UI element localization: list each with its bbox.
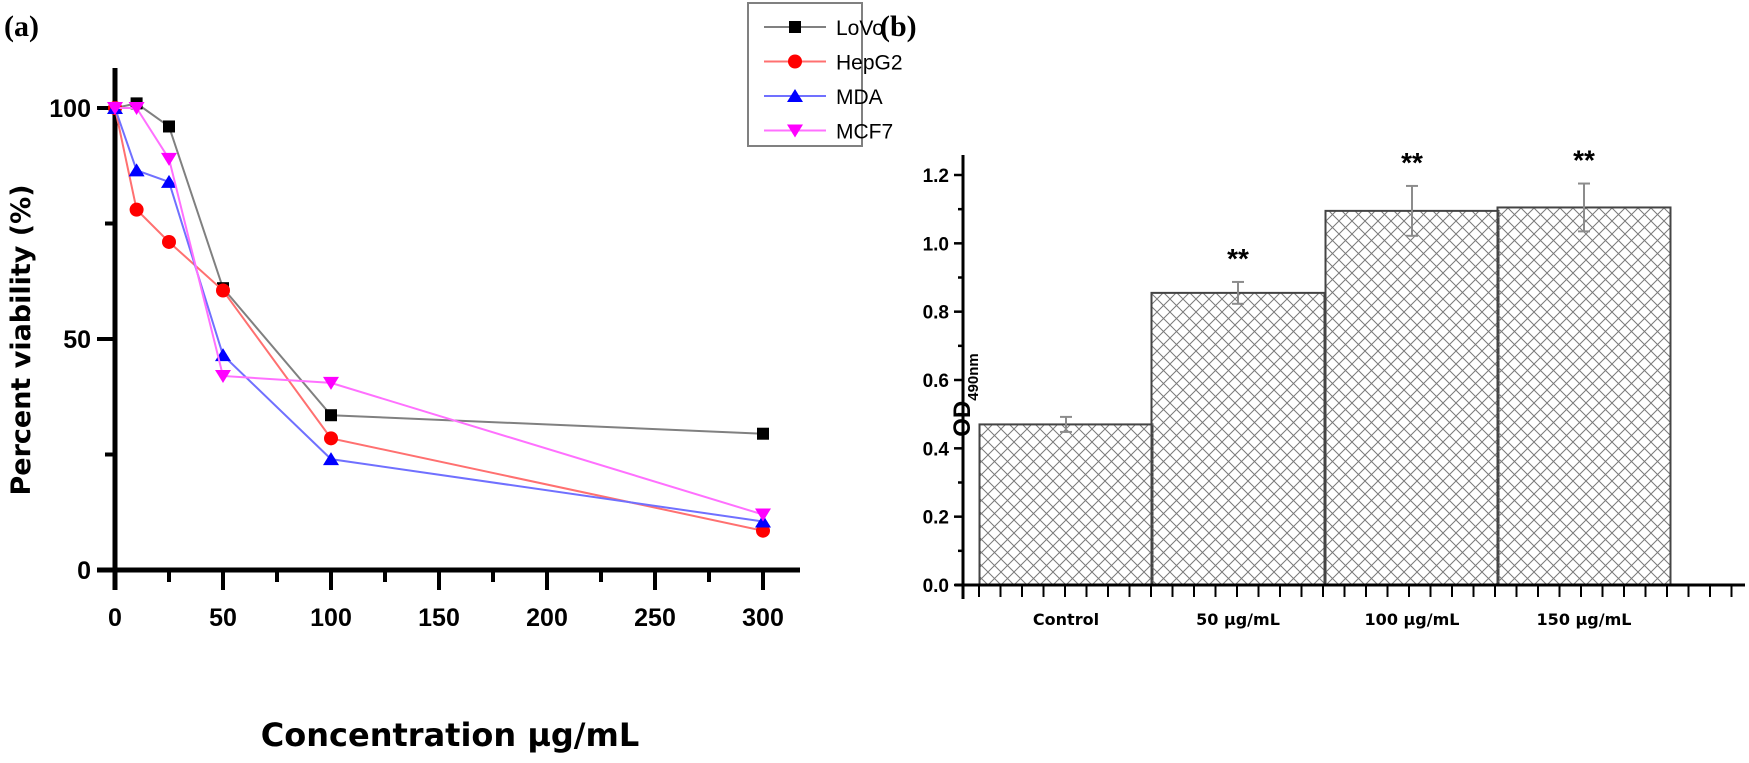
data-point-circle: [216, 283, 230, 298]
y-tick-label: 1.0: [923, 234, 949, 255]
data-point-triangle-down: [755, 508, 771, 522]
panel-a-x-tick-labels: 0 50 100 150 200 250 300: [108, 604, 784, 632]
significance-marker: **: [1573, 145, 1595, 176]
legend-label: HepG2: [836, 52, 903, 75]
data-point-circle: [324, 431, 338, 446]
panel-a-axes: [97, 68, 800, 590]
panel-a-x-axis-title: Concentration µg/mL: [261, 716, 639, 754]
data-point-square: [757, 427, 769, 440]
data-point-triangle-up: [323, 452, 339, 466]
data-point-square: [163, 120, 175, 133]
y-tick-label: 0.4: [923, 439, 950, 460]
panel-b-bar-chart: (b) ** ** ** 0.0 0.2 0.4 0.6 0.8 1.0 1.2 Control…: [880, 10, 1745, 629]
panel-b-y-tick-labels: 0.0 0.2 0.4 0.6 0.8 1.0 1.2: [923, 166, 950, 597]
series-line-mcf7: [115, 107, 764, 516]
data-point-triangle-down: [107, 102, 123, 115]
significance-marker: **: [1227, 243, 1249, 274]
panel-a-series: [107, 97, 771, 538]
data-point-circle: [129, 202, 144, 217]
x-tick-label: 100: [310, 604, 352, 632]
data-point-triangle-up: [128, 163, 145, 177]
panel-b-y-axis-title: OD490nm: [949, 353, 982, 437]
panel-a-line-chart: (a) 0 50 100 0 50 100 150 200 250 300 Percent vi…: [4, 2, 903, 754]
data-point-circle: [162, 234, 176, 249]
bar: [1324, 209, 1500, 586]
significance-marker: **: [1401, 147, 1423, 178]
x-tick-label: 200: [526, 604, 568, 632]
data-point-triangle-down: [787, 124, 803, 138]
bar-group: [978, 415, 1154, 586]
legend-item-mda: MDA: [764, 86, 883, 109]
y-tick-label: 1.2: [923, 166, 949, 187]
data-point-circle: [788, 54, 802, 69]
bar: [1496, 206, 1672, 586]
category-label: 150 µg/mL: [1537, 610, 1632, 629]
y-tick-label: 0.6: [923, 371, 949, 392]
data-point-triangle-up: [787, 89, 803, 102]
x-tick-label: 0: [108, 604, 122, 632]
x-tick-label: 250: [634, 604, 676, 632]
series-line-mda: [114, 107, 764, 523]
bar-group: **: [1324, 147, 1500, 586]
data-point-square: [789, 21, 801, 33]
series-mcf7: [107, 102, 771, 522]
series-line-lovo: [114, 102, 764, 435]
x-tick-label: 300: [742, 604, 784, 632]
y-tick-label: 50: [63, 326, 91, 354]
legend-item-hepg2: HepG2: [764, 52, 903, 75]
legend-label: MDA: [836, 86, 883, 109]
category-label: 100 µg/mL: [1365, 610, 1460, 629]
data-point-square: [325, 409, 337, 422]
category-label: Control: [1033, 610, 1099, 629]
od-subscript: 490nm: [965, 353, 982, 401]
panel-a-y-tick-labels: 0 50 100: [49, 95, 91, 585]
y-tick-label: 100: [49, 95, 91, 123]
series-mda: [107, 101, 771, 528]
panel-a-legend: LoVo HepG2 MDA MCF7: [747, 2, 903, 147]
od-label: OD: [949, 401, 976, 437]
series-hepg2: [108, 101, 770, 538]
panel-a-y-axis-title: Percent viability (%): [6, 184, 37, 495]
bar: [1150, 291, 1326, 586]
panel-b-category-labels: Control 50 µg/mL 100 µg/mL 150 µg/mL: [1033, 610, 1632, 629]
legend-label: LoVo: [836, 17, 884, 40]
panel-a-label: (a): [4, 10, 39, 43]
legend-item-lovo: LoVo: [764, 17, 884, 40]
bar: [978, 423, 1154, 586]
legend-label: MCF7: [836, 121, 893, 144]
svg-text:OD490nm: OD490nm: [949, 353, 982, 437]
x-tick-label: 150: [418, 604, 460, 632]
series-lovo: [109, 97, 769, 440]
panel-b-bars: ** ** **: [978, 145, 1672, 586]
y-tick-label: 0.2: [923, 508, 949, 529]
legend-item-mcf7: MCF7: [764, 121, 893, 144]
data-point-triangle-down: [128, 102, 145, 115]
bar-group: **: [1496, 145, 1672, 586]
y-tick-label: 0.8: [923, 303, 949, 324]
panel-b-axes: [954, 155, 1745, 599]
category-label: 50 µg/mL: [1196, 610, 1280, 629]
bar-group: **: [1150, 243, 1326, 586]
data-point-triangle-down: [215, 369, 231, 383]
x-tick-label: 50: [209, 604, 237, 632]
y-tick-label: 0: [77, 557, 91, 585]
data-point-triangle-down: [161, 152, 177, 166]
data-point-triangle-down: [323, 376, 339, 390]
panel-b-label: (b): [880, 10, 917, 43]
data-point-triangle-up: [161, 174, 177, 188]
y-tick-label: 0.0: [923, 576, 949, 597]
